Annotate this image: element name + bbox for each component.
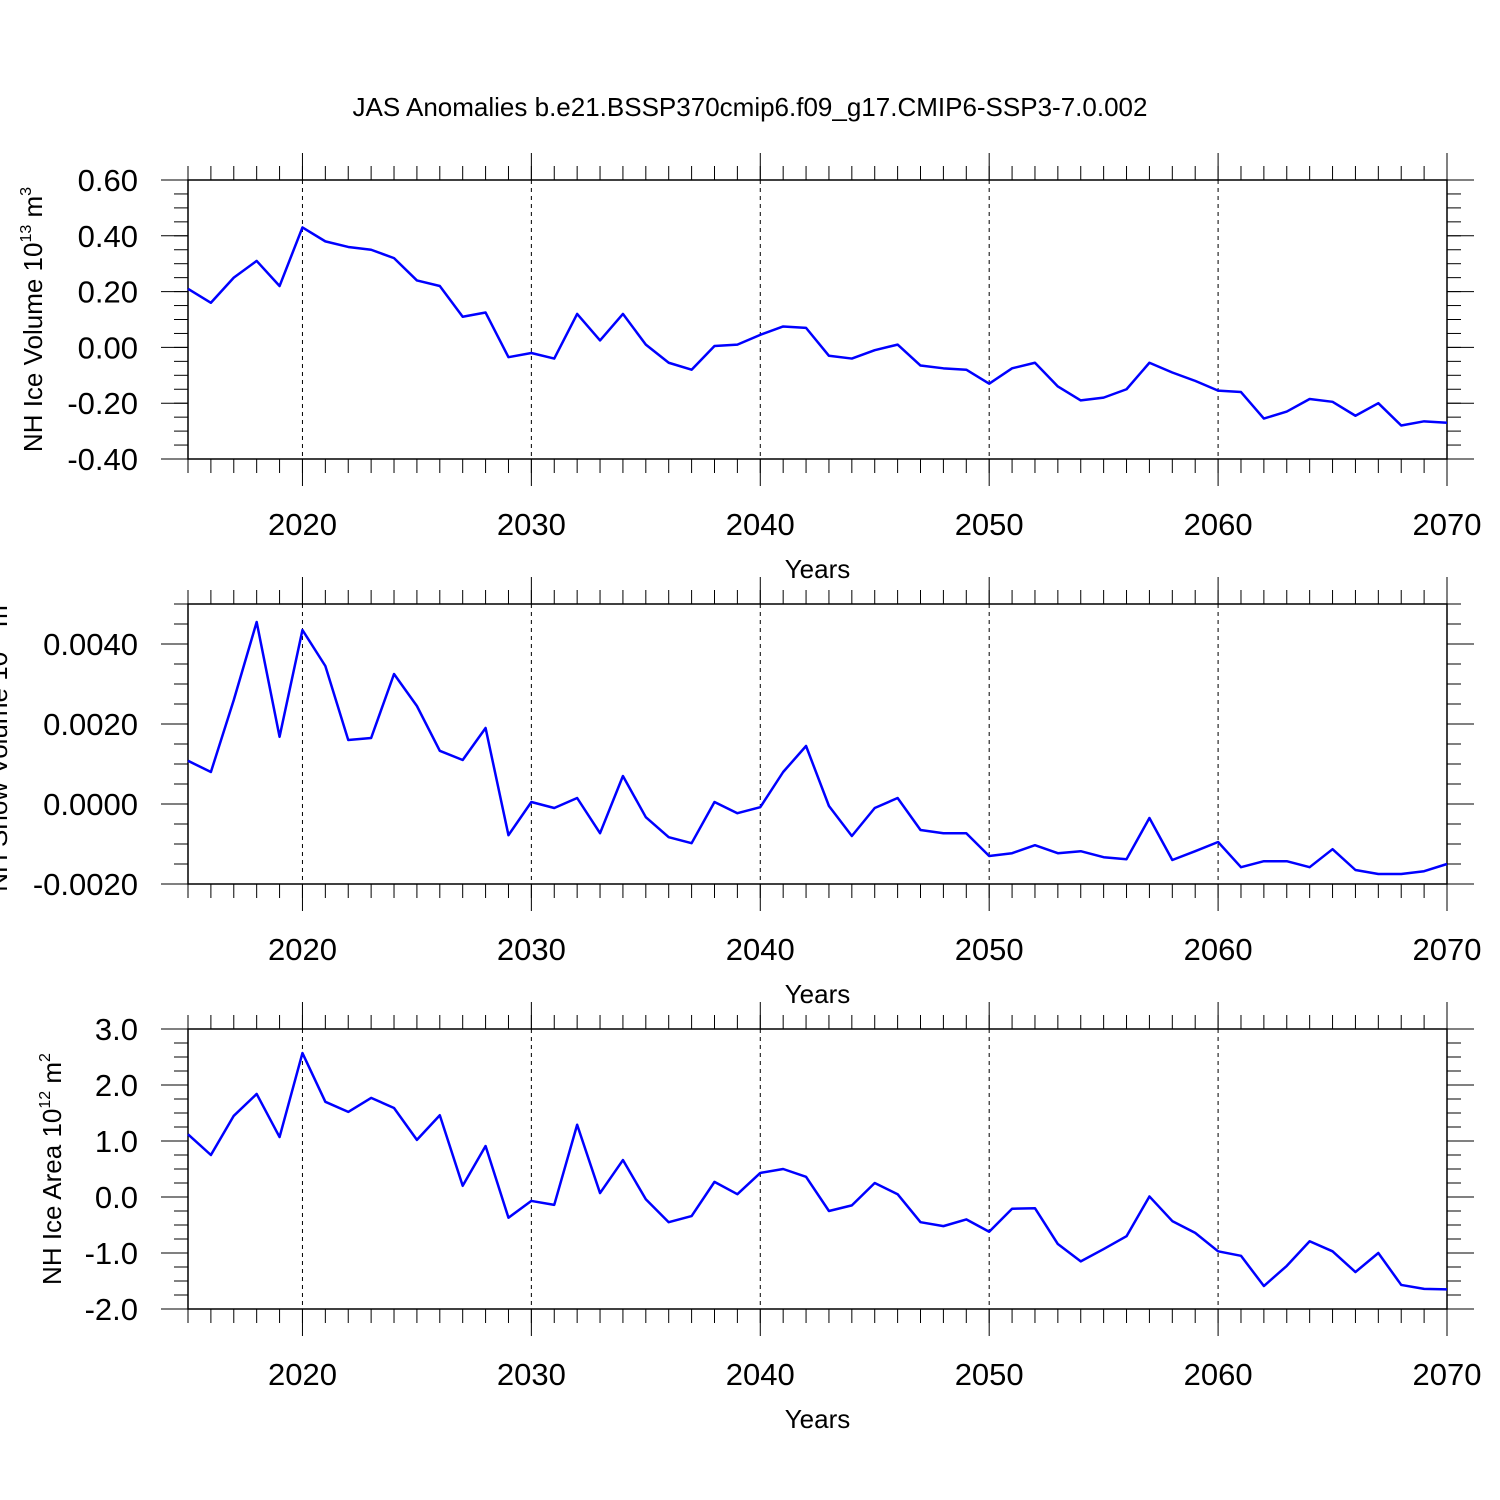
x-tick-label: 2030 [497,507,566,542]
plot-frame [187,603,1448,885]
x-tick-label: 2050 [955,507,1024,542]
x-tick-label: 2040 [726,932,795,967]
y-axis-title: NH Ice Volume 1013 m3 [18,187,48,452]
y-tick-label: 0.0040 [43,627,138,662]
plot-frame [187,1028,1448,1310]
y-axis-title-exp: 13 [18,225,35,243]
y-axis-title-exp: 12 [37,1091,54,1109]
y-axis-title-unit: m [18,196,48,225]
y-tick-label: 3.0 [95,1012,138,1047]
x-tick-label: 2050 [955,1357,1024,1392]
y-tick-label: 0.0020 [43,707,138,742]
data-line [187,620,1448,876]
y-axis-title-text: NH Ice Volume 10 [18,243,48,453]
x-tick-label: 2020 [268,1357,337,1392]
y-axis-title-text: NH Snow Volume 10 [0,652,13,892]
y-axis-title-unit: m [37,1062,67,1091]
x-axis-title: Years [785,979,851,1009]
x-axis-title: Years [785,554,851,584]
x-tick-label: 2070 [1413,507,1482,542]
plot-frame [187,179,1448,460]
x-tick-label: 2040 [726,507,795,542]
x-tick-label: 2030 [497,1357,566,1392]
y-axis-title-text: NH Ice Area 10 [37,1109,67,1285]
y-tick-label: 2.0 [95,1068,138,1103]
chart-title: JAS Anomalies b.e21.BSSP370cmip6.f09_g17… [353,92,1148,122]
x-tick-label: 2040 [726,1357,795,1392]
y-tick-label: -0.20 [67,386,138,421]
y-tick-label: -1.0 [85,1236,138,1271]
y-tick-label: 0.40 [78,219,138,254]
y-tick-label: 0.0000 [43,787,138,822]
x-tick-label: 2030 [497,932,566,967]
x-tick-label: 2070 [1413,1357,1482,1392]
data-line [187,1051,1448,1291]
y-tick-label: -0.0020 [33,867,138,902]
y-tick-label: -0.40 [67,442,138,477]
x-tick-label: 2020 [268,507,337,542]
y-tick-label: 0.0 [95,1180,138,1215]
x-tick-label: 2060 [1184,1357,1253,1392]
y-tick-label: 0.00 [78,330,138,365]
x-tick-label: 2070 [1413,932,1482,967]
y-axis-title-unit: m [0,605,13,634]
y-tick-label: -2.0 [85,1292,138,1327]
y-axis-title-unit-exp: 2 [37,1053,54,1062]
y-tick-label: 0.20 [78,275,138,310]
y-axis-title: NH Snow Volume 1013 m3 [0,596,13,892]
x-tick-label: 2060 [1184,507,1253,542]
data-line [187,226,1448,427]
x-axis-title: Years [785,1404,851,1434]
x-tick-label: 2050 [955,932,1024,967]
y-axis-title-unit-exp: 3 [18,187,35,196]
y-axis-title: NH Ice Area 1012 m2 [37,1053,67,1285]
x-tick-label: 2020 [268,932,337,967]
y-tick-label: 0.60 [78,163,138,198]
y-tick-label: 1.0 [95,1124,138,1159]
x-tick-label: 2060 [1184,932,1253,967]
